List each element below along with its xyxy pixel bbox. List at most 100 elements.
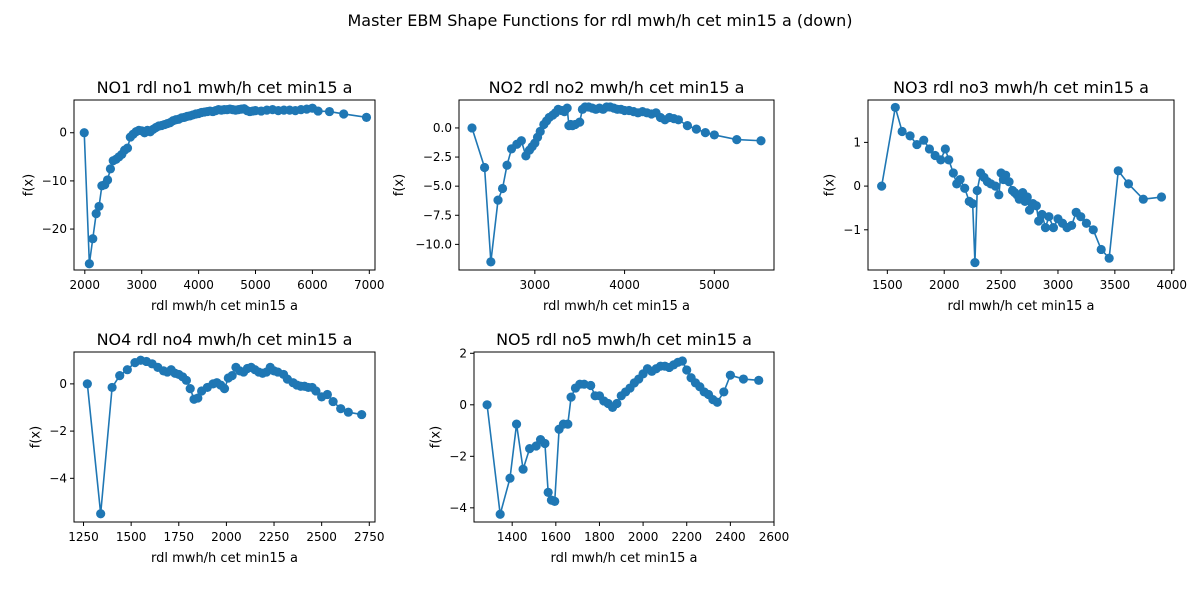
data-point (357, 409, 367, 420)
data-point (1088, 225, 1098, 235)
data-point (467, 123, 477, 133)
chart-panel-5: NO5 rdl no5 mwh/h cet min15 a 1400 1600 180… (429, 330, 790, 566)
data-point (990, 181, 1001, 191)
y-tick-label: 0.0 (433, 121, 452, 135)
panels: NO1 rdl no1 mwh/h cet min15 a 2000 3000 400… (21, 78, 1187, 566)
x-tick-label: 1600 (541, 530, 572, 544)
data-point (1022, 192, 1032, 202)
data-point (612, 398, 622, 409)
data-point (511, 419, 522, 429)
plot-area-frame (458, 99, 775, 271)
x-tick-label: 2600 (759, 530, 790, 544)
y-axis-label: f(x) (392, 174, 407, 196)
data-point (754, 375, 764, 385)
data-point (122, 143, 133, 153)
data-point (905, 131, 915, 141)
data-point (890, 102, 900, 113)
data-point (94, 201, 104, 212)
chart-title: NO1 rdl no1 mwh/h cet min15 a (97, 78, 353, 97)
y-tick-label: −2.5 (423, 150, 452, 164)
plot-area-frame (73, 99, 376, 271)
data-point (1076, 212, 1086, 222)
data-point (313, 106, 323, 116)
x-tick-label: 2000 (628, 530, 659, 544)
data-point (88, 234, 98, 244)
plot-area-frame (867, 99, 1175, 271)
data-point (518, 464, 528, 474)
data-point (82, 379, 92, 389)
x-tick-label: 1500 (116, 530, 147, 544)
x-axis-label: rdl mwh/h cet min15 a (543, 299, 690, 314)
data-point (1031, 201, 1041, 211)
data-point (682, 365, 692, 375)
data-point (673, 115, 684, 125)
data-point (336, 404, 346, 414)
data-point (495, 509, 505, 519)
data-point (181, 375, 191, 385)
x-tick-label: 2200 (671, 530, 702, 544)
x-tick-label: 5000 (240, 278, 271, 292)
y-axis-label: f(x) (429, 426, 444, 448)
x-tick-label: 3000 (1043, 278, 1074, 292)
data-point (712, 397, 722, 407)
data-point (970, 257, 980, 268)
plot-area-frame (73, 351, 376, 523)
data-point (955, 174, 965, 185)
x-tick-label: 4000 (1156, 278, 1187, 292)
data-point (540, 438, 550, 449)
data-point (972, 185, 982, 196)
x-tick-label: 1800 (584, 530, 615, 544)
plot-area-frame (473, 351, 775, 523)
x-axis-label: rdl mwh/h cet min15 a (948, 299, 1095, 314)
data-point (107, 382, 117, 393)
data-point (193, 393, 203, 403)
y-axis-label: f(x) (21, 174, 36, 196)
data-point (709, 130, 719, 140)
y-tick-label: 0 (59, 377, 67, 391)
data-point (1123, 179, 1134, 189)
data-point (725, 370, 735, 380)
x-tick-label: 1500 (872, 278, 903, 292)
data-point (566, 392, 576, 402)
data-point (877, 181, 887, 191)
data-point (700, 128, 710, 138)
data-point (328, 396, 338, 407)
data-point (1156, 192, 1167, 202)
data-point (948, 168, 958, 178)
data-point (1067, 220, 1077, 231)
x-axis-label: rdl mwh/h cet min15 a (551, 551, 698, 566)
x-tick-label: 1250 (68, 530, 99, 544)
x-tick-label: 3500 (1100, 278, 1131, 292)
data-point (219, 384, 230, 394)
data-point (535, 126, 545, 137)
x-tick-label: 2400 (715, 530, 746, 544)
chart-panel-1: NO1 rdl no1 mwh/h cet min15 a 2000 3000 400… (21, 78, 384, 314)
x-tick-label: 7000 (354, 278, 385, 292)
y-tick-label: −2 (449, 449, 467, 463)
x-tick-label: 4000 (609, 278, 640, 292)
data-point (1113, 166, 1123, 176)
data-point (575, 117, 585, 127)
data-point (994, 190, 1004, 200)
x-tick-label: 5000 (699, 278, 730, 292)
data-point (1104, 253, 1114, 263)
y-tick-label: −10 (42, 174, 67, 188)
data-point (968, 198, 978, 209)
data-point (479, 162, 490, 173)
y-tick-label: −5.0 (423, 179, 452, 193)
data-point (91, 209, 101, 219)
data-point (1048, 223, 1059, 233)
data-point (897, 126, 907, 137)
x-tick-label: 2500 (306, 530, 337, 544)
data-point (550, 496, 560, 506)
data-point (185, 384, 195, 394)
figure-suptitle: Master EBM Shape Functions for rdl mwh/h… (347, 11, 852, 30)
x-tick-label: 2750 (354, 530, 385, 544)
data-point (339, 109, 349, 119)
y-tick-label: −4 (449, 501, 467, 515)
data-point (912, 139, 922, 150)
data-point (586, 380, 596, 391)
y-tick-label: −2 (49, 424, 67, 438)
chart-title: NO2 rdl no2 mwh/h cet min15 a (489, 78, 745, 97)
